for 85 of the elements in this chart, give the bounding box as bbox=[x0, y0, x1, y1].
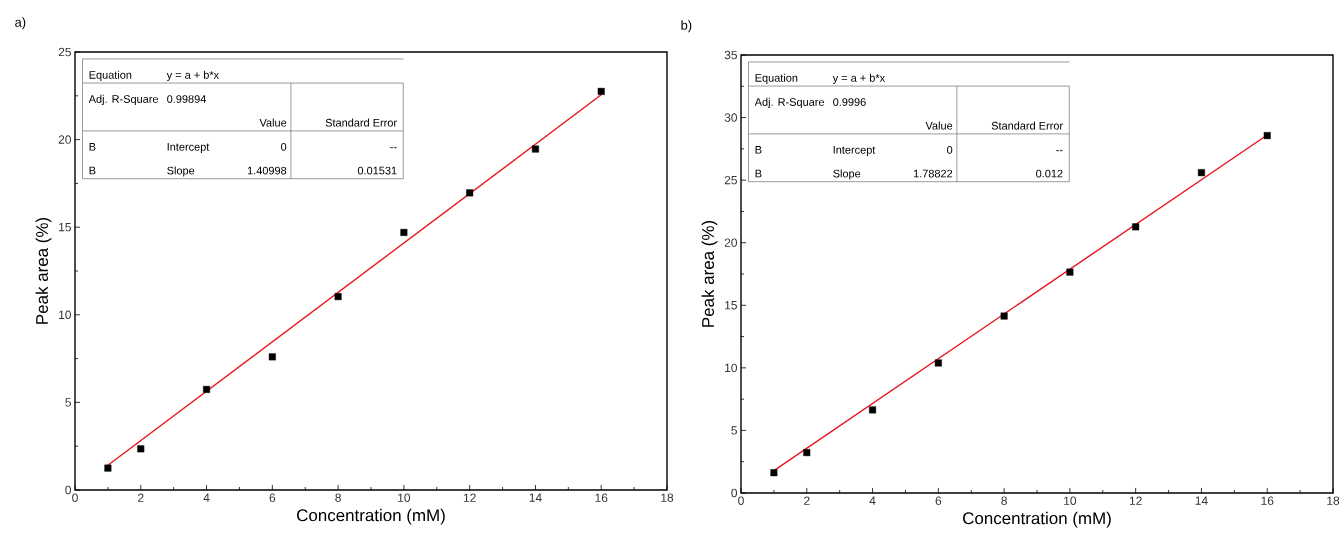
y-tick-label: 25 bbox=[58, 47, 71, 57]
point bbox=[1066, 268, 1074, 276]
x-axis-title: Concentration (mM) bbox=[963, 511, 1111, 528]
y-tick-label: 20 bbox=[58, 135, 72, 144]
annotation: B bbox=[755, 169, 762, 178]
annotation: B bbox=[89, 166, 96, 175]
point bbox=[268, 353, 276, 361]
point bbox=[137, 445, 145, 453]
y-axis-title: Peak area (%) bbox=[701, 220, 718, 327]
y-tick-label: 10 bbox=[725, 363, 738, 373]
x-tick-label: 10 bbox=[1064, 496, 1077, 505]
annotation: B bbox=[89, 143, 96, 151]
point bbox=[597, 87, 605, 95]
annotation: 0 bbox=[947, 145, 953, 154]
annotation: Equation bbox=[89, 70, 132, 81]
point bbox=[1132, 223, 1140, 231]
point bbox=[1000, 312, 1008, 320]
annotation: Slope bbox=[167, 166, 195, 177]
y-tick-label: 15 bbox=[59, 223, 71, 232]
point bbox=[1263, 132, 1271, 140]
x-tick-label: 4 bbox=[203, 493, 210, 502]
x-tick-label: 8 bbox=[335, 493, 341, 502]
y-axis-title: Peak area (%) bbox=[35, 217, 52, 324]
x-tick-label: 6 bbox=[269, 493, 276, 502]
x-tick-label: 0 bbox=[72, 493, 78, 502]
point bbox=[803, 449, 811, 457]
annotation: 0.01531 bbox=[357, 166, 397, 175]
annotation: 0 bbox=[281, 142, 287, 151]
x-tick-label: 12 bbox=[463, 493, 476, 502]
y-tick-label: 20 bbox=[724, 238, 738, 247]
point bbox=[1197, 169, 1205, 177]
x-tick-label: 0 bbox=[738, 496, 744, 505]
annotation: 0.012 bbox=[1036, 169, 1063, 178]
annotation: B bbox=[755, 146, 762, 154]
y-tick-label: 35 bbox=[724, 50, 737, 60]
annotation: -- bbox=[1056, 150, 1063, 152]
y-tick-label: 10 bbox=[59, 310, 72, 320]
x-tick-label: 2 bbox=[138, 493, 144, 502]
x-tick-label: 4 bbox=[869, 496, 876, 505]
x-tick-label: 18 bbox=[1327, 496, 1340, 505]
point bbox=[104, 464, 112, 472]
point bbox=[869, 406, 877, 414]
point bbox=[334, 293, 342, 301]
x-tick-label: 12 bbox=[1129, 496, 1142, 505]
x-tick-label: 16 bbox=[1261, 496, 1274, 505]
annotation: -- bbox=[390, 147, 397, 149]
annotation: Intercept bbox=[167, 143, 210, 153]
y-tick-label: 30 bbox=[724, 113, 738, 122]
point bbox=[203, 385, 211, 393]
y-tick-label: 5 bbox=[731, 426, 737, 435]
annotation: Equation bbox=[755, 73, 798, 84]
x-tick-label: 18 bbox=[661, 493, 674, 502]
point bbox=[531, 145, 539, 153]
x-tick-label: 10 bbox=[398, 493, 411, 502]
annotation: y = a + b*x bbox=[166, 70, 219, 81]
x-tick-label: 2 bbox=[804, 496, 810, 505]
annotation: Adj. R-Square bbox=[754, 97, 825, 109]
annotation: Standard Error bbox=[991, 121, 1063, 130]
x-axis-title: Concentration (mM) bbox=[297, 508, 445, 525]
annotation: 1.78822 bbox=[913, 169, 953, 178]
annotation: Value bbox=[925, 121, 953, 130]
y-tick-label: 15 bbox=[725, 301, 737, 310]
x-tick-label: 6 bbox=[935, 496, 942, 505]
point bbox=[466, 189, 474, 197]
point bbox=[934, 359, 942, 367]
x-tick-label: 14 bbox=[1195, 496, 1208, 505]
annotation: 1.40998 bbox=[247, 166, 287, 175]
point bbox=[400, 228, 408, 236]
chart-title: a) bbox=[15, 17, 26, 30]
point bbox=[770, 469, 778, 477]
chart-title: b) bbox=[681, 20, 692, 33]
annotation: Intercept bbox=[833, 146, 876, 156]
y-tick-label: 0 bbox=[65, 485, 72, 495]
annotation: Standard Error bbox=[325, 118, 397, 127]
y-tick-label: 5 bbox=[65, 398, 71, 407]
annotation: Slope bbox=[833, 169, 861, 180]
x-tick-label: 8 bbox=[1001, 496, 1007, 505]
annotation: 0.99894 bbox=[167, 95, 206, 103]
y-tick-label: 25 bbox=[724, 175, 737, 185]
annotation: Adj. R-Square bbox=[88, 94, 159, 106]
x-tick-label: 14 bbox=[529, 493, 542, 502]
annotation: y = a + b*x bbox=[832, 73, 885, 84]
annotation: Value bbox=[259, 118, 287, 127]
annotation: 0.9996 bbox=[833, 98, 866, 106]
x-tick-label: 16 bbox=[595, 493, 608, 502]
